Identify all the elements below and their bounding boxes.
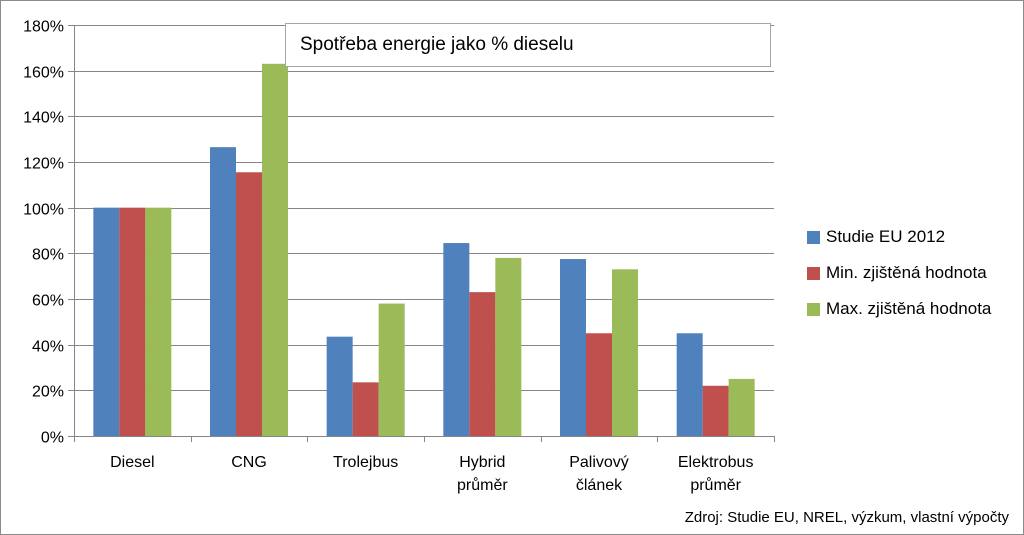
bar-1 — [326, 336, 353, 436]
bar-3 — [728, 378, 755, 436]
x-category-label: Trolejbus — [333, 454, 398, 471]
legend-swatch-series-3 — [807, 302, 820, 316]
y-tick-label: 140% — [23, 110, 64, 127]
y-tick-label: 60% — [32, 293, 64, 310]
y-tick-label: 40% — [32, 339, 64, 356]
legend-label-series-3: Max. zjištěná hodnota — [826, 299, 992, 318]
legend-item-series-2: Min. zjištěná hodnota — [807, 255, 991, 291]
bar-1 — [443, 243, 470, 436]
x-category-label: článek — [576, 477, 623, 494]
legend-item-series-3: Max. zjištěná hodnota — [807, 291, 991, 327]
y-tick-label: 160% — [23, 65, 64, 82]
chart-legend: Studie EU 2012 Min. zjištěná hodnota Max… — [807, 219, 991, 327]
x-category-label: průměr — [690, 476, 741, 494]
bar-2 — [236, 172, 262, 436]
legend-swatch-series-2 — [807, 266, 820, 280]
bar-3 — [145, 207, 172, 436]
x-category-label: Palivový — [569, 454, 629, 471]
y-tick-label: 180% — [23, 19, 64, 36]
y-tick-label: 0% — [41, 430, 64, 447]
legend-swatch-series-1 — [807, 230, 820, 244]
bar-3 — [262, 63, 288, 437]
legend-label-series-2: Min. zjištěná hodnota — [826, 263, 987, 282]
bar-3 — [612, 269, 638, 436]
bar-2 — [586, 333, 612, 436]
source-note: Zdroj: Studie EU, NREL, výzkum, vlastní … — [684, 509, 1009, 526]
bar-3 — [495, 257, 522, 436]
bar-1 — [676, 333, 703, 436]
x-category-label: průměr — [457, 476, 508, 494]
chart-title: Spotřeba energie jako % dieselu — [300, 34, 574, 55]
chart-title-box: Spotřeba energie jako % dieselu — [285, 23, 771, 67]
legend-item-series-1: Studie EU 2012 — [807, 219, 991, 255]
y-tick-label: 120% — [23, 156, 64, 173]
y-tick-label: 20% — [32, 384, 64, 401]
x-category-label: Elektrobus — [678, 454, 754, 471]
x-category-label: CNG — [231, 454, 267, 471]
y-tick-label: 80% — [32, 247, 64, 264]
bar-1 — [93, 207, 120, 436]
bar-2 — [352, 382, 379, 436]
y-tick-label: 100% — [23, 202, 64, 219]
legend-label-series-1: Studie EU 2012 — [826, 227, 946, 246]
bar-2 — [119, 207, 146, 436]
bar-1 — [560, 259, 586, 436]
x-category-label: Diesel — [110, 454, 154, 471]
bar-1 — [210, 147, 236, 437]
bar-2 — [469, 292, 496, 436]
bar-2 — [702, 385, 729, 436]
x-category-label: Hybrid — [459, 454, 505, 471]
bar-3 — [378, 303, 405, 436]
